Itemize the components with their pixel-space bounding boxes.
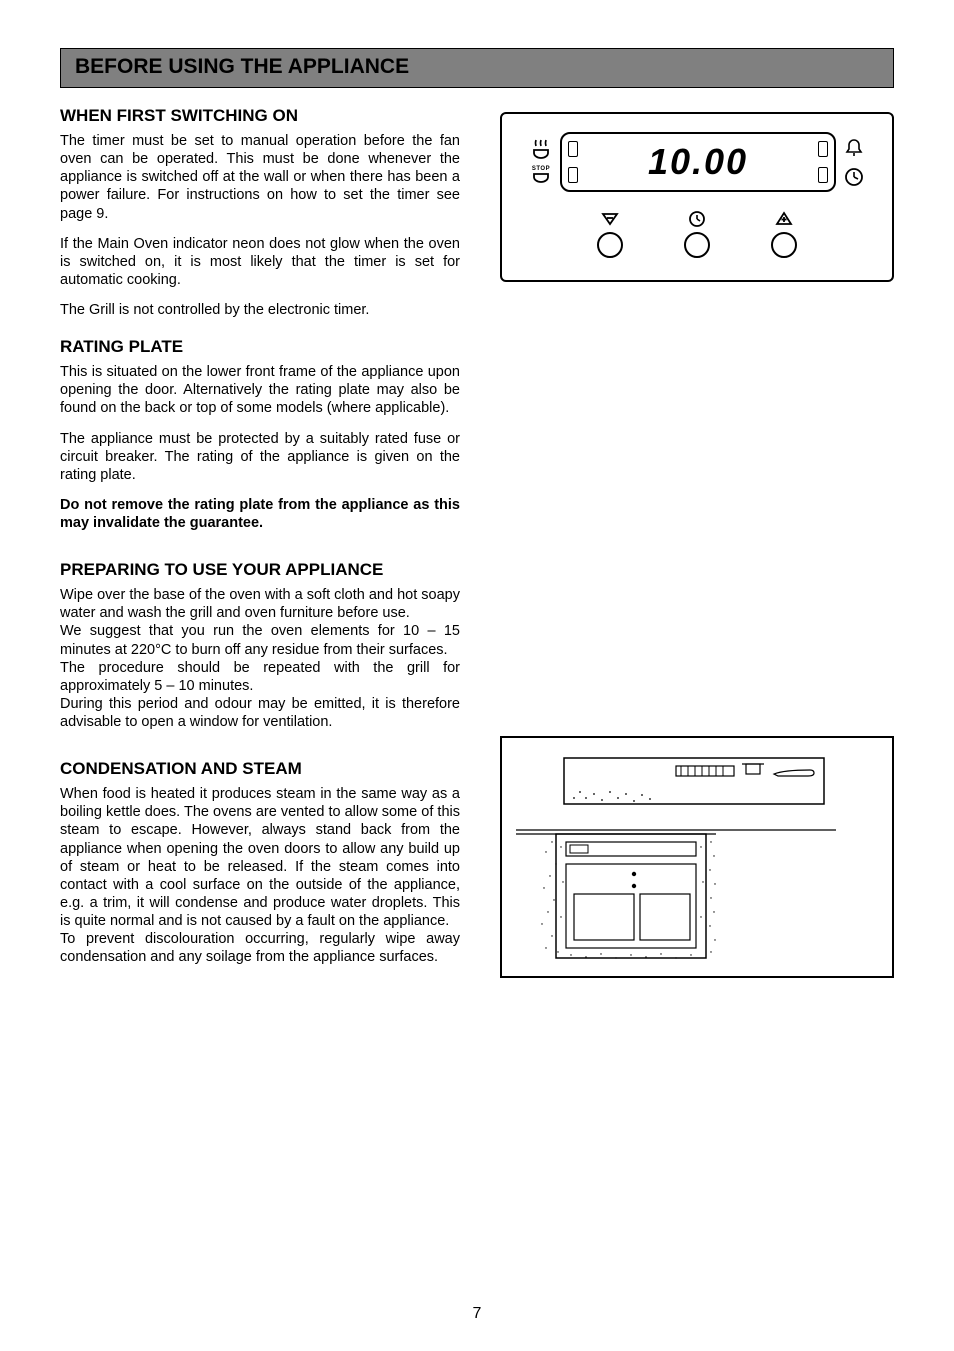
clock-icon xyxy=(844,167,864,187)
display-right-indicators xyxy=(818,141,828,183)
section-banner: BEFORE USING THE APPLIANCE xyxy=(60,48,894,88)
plus-button-stack xyxy=(771,210,797,258)
timer-left-icons: STOP xyxy=(530,138,552,186)
bell-icon xyxy=(844,137,864,157)
indicator-rect xyxy=(568,167,578,183)
switching-p1: The timer must be set to manual operatio… xyxy=(60,132,460,223)
heading-rating: RATING PLATE xyxy=(60,337,460,357)
condensation-p1: When food is heated it produces steam in… xyxy=(60,785,460,930)
minus-button[interactable] xyxy=(597,232,623,258)
preparing-p4: During this period and odour may be emit… xyxy=(60,695,460,731)
rating-p1: This is situated on the lower front fram… xyxy=(60,363,460,417)
plus-button[interactable] xyxy=(771,232,797,258)
preparing-p3: The procedure should be repeated with th… xyxy=(60,659,460,695)
left-column: WHEN FIRST SWITCHING ON The timer must b… xyxy=(60,106,460,978)
right-column: STOP 10.00 xyxy=(500,106,894,978)
heading-switching: WHEN FIRST SWITCHING ON xyxy=(60,106,460,126)
page: BEFORE USING THE APPLIANCE WHEN FIRST SW… xyxy=(0,0,954,1351)
banner-title: BEFORE USING THE APPLIANCE xyxy=(75,55,879,79)
timer-figure: STOP 10.00 xyxy=(500,112,894,282)
rating-p2: The appliance must be protected by a sui… xyxy=(60,430,460,484)
timer-right-icons xyxy=(844,137,864,187)
heading-condensation: CONDENSATION AND STEAM xyxy=(60,759,460,779)
preparing-p1: Wipe over the base of the oven with a so… xyxy=(60,586,460,622)
clock-button[interactable] xyxy=(684,232,710,258)
indicator-rect xyxy=(568,141,578,157)
minus-triangle-icon xyxy=(599,210,621,228)
page-number: 7 xyxy=(0,1305,954,1323)
heat-pot-icon xyxy=(530,138,552,160)
small-clock-icon xyxy=(687,210,707,228)
timer-buttons-row xyxy=(530,210,864,258)
timer-display: 10.00 xyxy=(648,141,748,183)
condensation-diagram-icon xyxy=(516,752,836,962)
rating-p3: Do not remove the rating plate from the … xyxy=(60,496,460,532)
condensation-p2: To prevent discolouration occurring, reg… xyxy=(60,930,460,966)
plus-triangle-icon xyxy=(773,210,795,228)
heading-preparing: PREPARING TO USE YOUR APPLIANCE xyxy=(60,560,460,580)
columns: WHEN FIRST SWITCHING ON The timer must b… xyxy=(60,106,894,978)
minus-button-stack xyxy=(597,210,623,258)
spacer xyxy=(500,282,894,720)
stop-pot-icon: STOP xyxy=(530,166,552,186)
clock-button-stack xyxy=(684,210,710,258)
switching-p3: The Grill is not controlled by the elect… xyxy=(60,301,460,319)
switching-p2: If the Main Oven indicator neon does not… xyxy=(60,235,460,289)
indicator-rect xyxy=(818,167,828,183)
indicator-rect xyxy=(818,141,828,157)
timer-display-frame: 10.00 xyxy=(560,132,836,192)
display-left-indicators xyxy=(568,141,578,183)
timer-row: STOP 10.00 xyxy=(530,132,864,192)
condensation-figure xyxy=(500,736,894,978)
preparing-p2: We suggest that you run the oven element… xyxy=(60,622,460,658)
